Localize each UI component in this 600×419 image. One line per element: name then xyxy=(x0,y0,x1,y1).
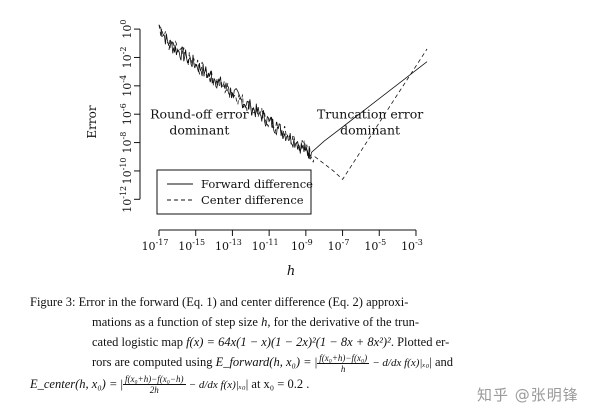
caption-and: and xyxy=(434,355,454,369)
caption-forward-error-lhs: E_forward(h, x₀) = xyxy=(215,355,312,369)
roundoff-annotation: dominant xyxy=(169,122,229,137)
legend-label: Forward difference xyxy=(201,177,313,191)
caption-line-5e: at x₀ = 0.2 . xyxy=(251,376,310,391)
y-tick-label: 10-4 xyxy=(119,75,134,97)
caption-center-error-lhs: E_center(h, x₀) = xyxy=(30,376,118,391)
caption-line-3a: cated logistic map xyxy=(92,335,187,349)
caption-line-1: Error in the forward (Eq. 1) and center … xyxy=(78,295,409,309)
error-chart: 10-17 10-15 10-13 10-11 10-9 10-7 10-5 10-3 100 1… xyxy=(85,20,428,279)
caption-line-3c: . Plotted er- xyxy=(390,335,450,349)
x-axis-label: h xyxy=(287,264,295,279)
y-tick-label: 10-2 xyxy=(119,47,134,69)
center-difference-line xyxy=(158,24,428,181)
forward-difference-line xyxy=(158,24,428,160)
x-tick-label: 10-13 xyxy=(215,238,242,253)
caption-map-formula: f(x) = 64x(1 − x)(1 − 2x)²(1 − 8x + 8x²)… xyxy=(186,335,391,349)
x-tick-label: 10-7 xyxy=(328,238,350,253)
truncation-annotation: Truncation error xyxy=(317,106,423,121)
y-axis-label: Error xyxy=(85,105,99,138)
y-tick-label: 100 xyxy=(119,20,134,39)
caption-line-2a: mations as a function of step size xyxy=(92,315,262,329)
x-tick-label: 10-15 xyxy=(178,238,205,253)
y-tick-label: 10-12 xyxy=(119,186,134,213)
legend-box xyxy=(156,169,312,215)
caption-line-2b: h xyxy=(261,315,268,329)
y-tick-label: 10-8 xyxy=(119,132,134,154)
roundoff-annotation: Round-off error xyxy=(150,106,249,121)
legend-label: Center difference xyxy=(201,193,304,207)
caption-line-4a: rors are computed using xyxy=(92,355,216,369)
x-tick-label: 10-17 xyxy=(142,238,169,253)
x-tick-label: 10-3 xyxy=(401,238,423,253)
x-tick-label: 10-9 xyxy=(291,238,313,253)
y-tick-label: 10-10 xyxy=(119,157,134,184)
x-tick-label: 10-5 xyxy=(364,238,386,253)
watermark: 知乎 @张明锋 xyxy=(477,386,579,404)
caption-forward-fraction: f(x₀+h)−f(x₀) h xyxy=(317,352,370,374)
caption-line-2c: , for the derivative of the trun- xyxy=(267,315,419,329)
caption-center-deriv: − d/dx f(x)|ₓ₀ xyxy=(188,378,246,391)
caption-label: Figure 3: xyxy=(30,295,76,309)
figure-caption: Figure 3: Error in the forward (Eq. 1) a… xyxy=(30,295,454,396)
truncation-annotation: dominant xyxy=(340,122,400,137)
y-tick-label: 10-6 xyxy=(119,103,134,125)
caption-center-fraction: f(x₀+h)−f(x₀−h) 2h xyxy=(123,374,186,396)
caption-forward-deriv: − d/dx f(x)|ₓ₀ xyxy=(372,357,430,369)
x-tick-label: 10-11 xyxy=(252,238,279,253)
